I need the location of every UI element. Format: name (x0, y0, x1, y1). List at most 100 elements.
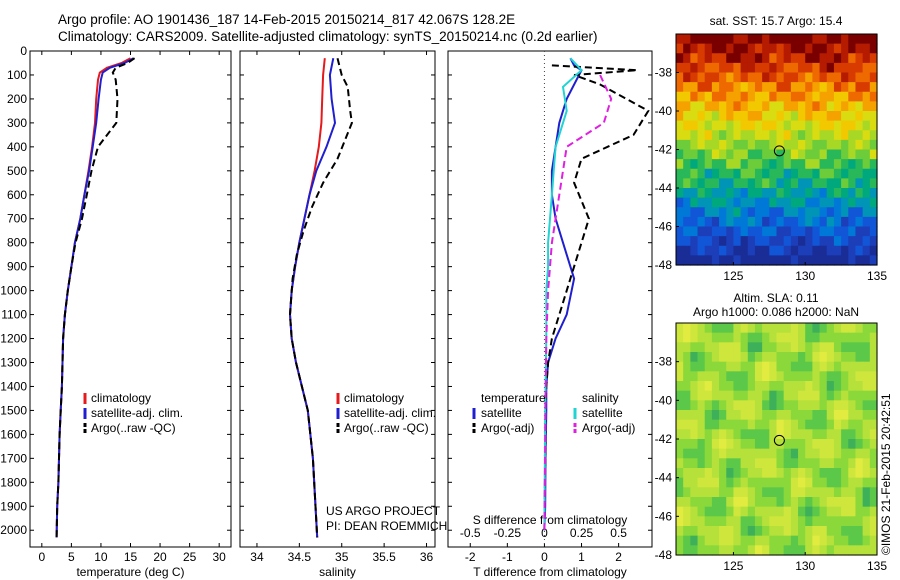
map-cell (697, 487, 706, 498)
map-cell (754, 381, 763, 392)
map-cell (805, 516, 813, 527)
map-cell (869, 477, 878, 488)
map-cell (719, 178, 727, 189)
map-cell (711, 62, 720, 74)
map-cell (841, 448, 849, 459)
map-cell (676, 216, 684, 228)
map-cell (747, 535, 756, 546)
map-cell (726, 439, 735, 450)
map-cell (754, 545, 763, 556)
map-cell (690, 429, 699, 440)
map-cell (869, 352, 878, 363)
map-cell (812, 497, 821, 508)
map-cell (805, 255, 813, 266)
map-cell (690, 497, 699, 508)
map-cell (826, 245, 835, 256)
map-cell (762, 53, 770, 64)
map-cell (676, 53, 684, 64)
map-cell (776, 439, 785, 450)
map-cell (754, 120, 763, 131)
map-cell (833, 439, 842, 450)
map-cell (676, 188, 684, 199)
map-cell (798, 506, 806, 517)
temp-legend-label: satellite-adj. clim. (91, 406, 183, 420)
map-cell (762, 545, 770, 556)
map-cell (812, 53, 821, 64)
map-cell (762, 159, 770, 170)
top-x-tick-label: 0.5 (610, 526, 627, 540)
map-cell (790, 487, 799, 498)
map-cell (697, 381, 706, 392)
map-cell (704, 197, 713, 208)
map-cell (697, 101, 706, 112)
map-cell (783, 545, 792, 556)
map-cell (711, 101, 720, 112)
map-cell (848, 43, 857, 54)
map-cell (790, 545, 799, 556)
map-cell (754, 149, 763, 160)
map-cell (676, 400, 684, 411)
map-cell (848, 487, 857, 498)
map-cell (848, 497, 857, 508)
map-cell (697, 342, 706, 353)
map-cell (676, 390, 684, 401)
map-cell (711, 207, 720, 218)
map-cell (697, 130, 706, 141)
map-cell (776, 159, 785, 170)
map-cell (747, 477, 756, 488)
map-cell (719, 506, 727, 517)
map-cell (711, 545, 720, 556)
map-cell (805, 149, 813, 160)
map-cell (819, 381, 828, 392)
map-cell (855, 62, 864, 74)
map-cell (855, 419, 864, 430)
map-cell (747, 497, 756, 508)
map-cell (819, 400, 828, 411)
map-cell (790, 139, 799, 151)
map-cell (805, 139, 813, 151)
map-cell (754, 448, 763, 459)
map-cell (726, 197, 735, 208)
map-cell (862, 332, 871, 343)
map-cell (733, 178, 742, 189)
map-cell (769, 53, 778, 64)
map-cell (855, 371, 864, 382)
map-cell (740, 255, 749, 266)
map-cell (869, 448, 878, 459)
map-cell (833, 535, 842, 546)
map-cell (841, 53, 849, 64)
map-cell (783, 226, 792, 237)
map-cell (790, 410, 799, 421)
map-cell (726, 477, 735, 488)
map-cell (812, 371, 821, 382)
map-cell (841, 477, 849, 488)
map-cell (862, 477, 871, 488)
map-cell (841, 178, 849, 189)
map-cell (776, 342, 785, 353)
map-cell (798, 178, 806, 189)
map-cell (848, 545, 857, 556)
map-cell (690, 149, 699, 160)
map-cell (754, 226, 763, 237)
map-cell (719, 448, 727, 459)
map-cell (726, 361, 735, 372)
map-cell (769, 410, 778, 421)
map-cell (740, 497, 749, 508)
map-cell (747, 178, 756, 189)
map-cell (726, 159, 735, 170)
map-cell (776, 429, 785, 440)
map-cell (747, 516, 756, 527)
map-cell (769, 400, 778, 411)
map-cell (783, 101, 792, 112)
map-cell (690, 216, 699, 228)
map-cell (747, 216, 756, 228)
map-cell (841, 390, 849, 401)
map-cell (812, 188, 821, 199)
map-cell (776, 390, 785, 401)
diff-legend-label: Argo(-adj) (481, 421, 534, 435)
map-cell (833, 168, 842, 179)
map-cell (790, 439, 799, 450)
map-cell (683, 178, 691, 189)
map-cell (776, 168, 785, 179)
map-cell (776, 526, 785, 537)
